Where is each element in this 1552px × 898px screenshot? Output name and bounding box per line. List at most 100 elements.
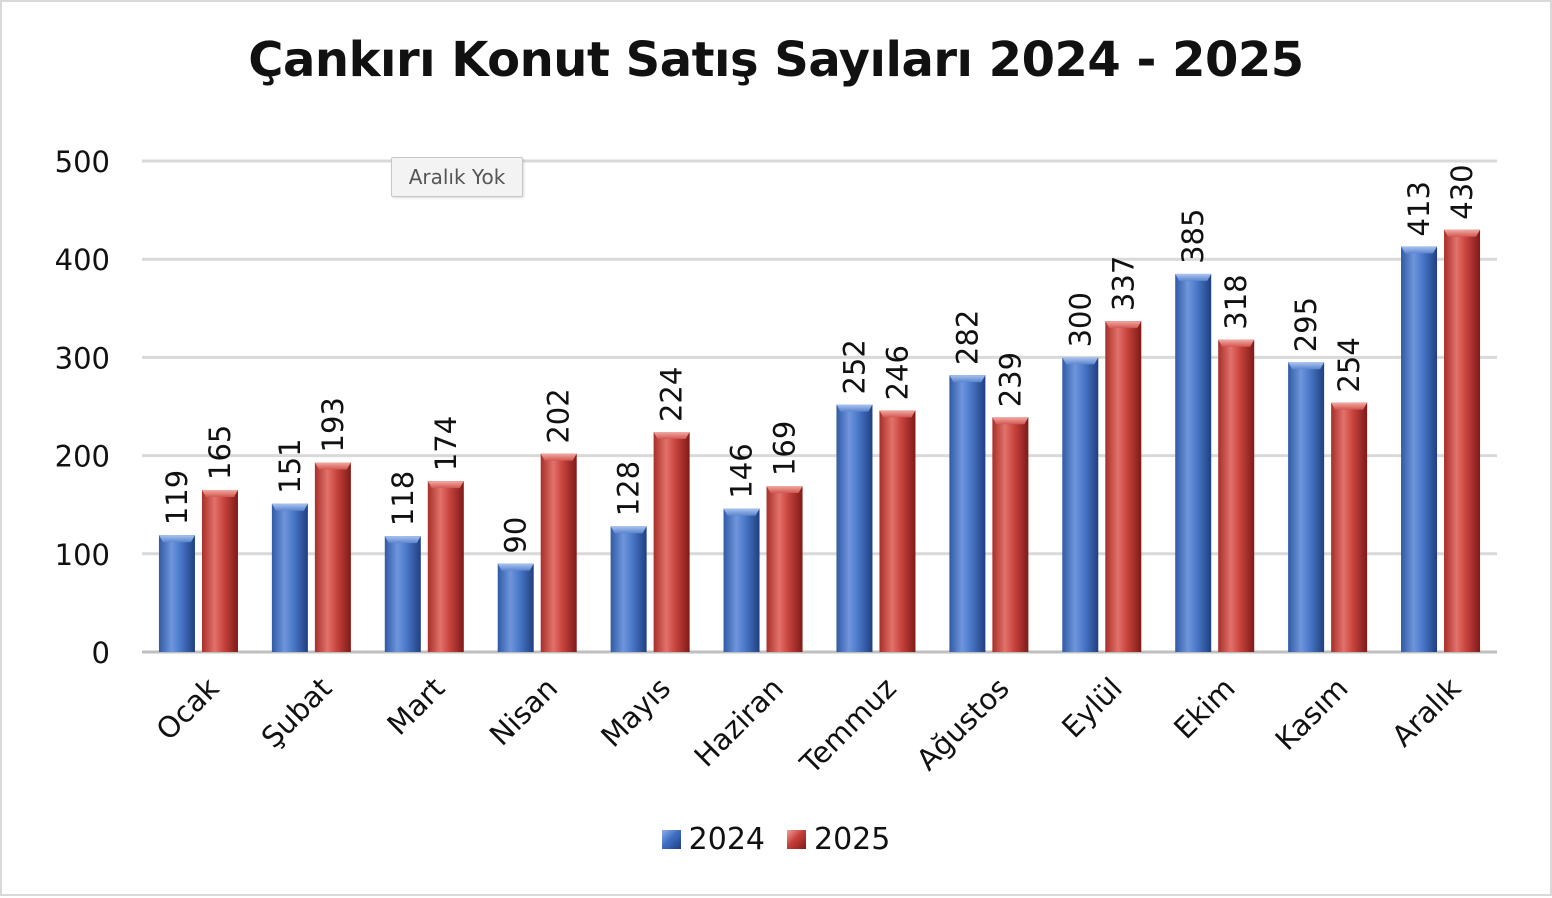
bar-bevel xyxy=(1105,321,1142,329)
chart-title: Çankırı Konut Satış Sayıları 2024 - 2025 xyxy=(248,32,1304,88)
bar-bevel xyxy=(1331,402,1368,410)
x-tick-label: Mayıs xyxy=(594,671,677,754)
bar-bevel xyxy=(723,508,760,516)
bar-2025-5[interactable] xyxy=(766,486,803,652)
bar-2025-9[interactable] xyxy=(1218,339,1255,652)
legend-label-2025: 2025 xyxy=(814,822,891,857)
bar-2024-7[interactable] xyxy=(949,375,986,652)
data-label: 385 xyxy=(1176,209,1210,264)
bar-2025-7[interactable] xyxy=(992,417,1029,652)
bar-body xyxy=(949,375,986,652)
bar-2024-11[interactable] xyxy=(1401,246,1438,652)
bar-2024-3[interactable] xyxy=(497,563,534,652)
bar-bevel xyxy=(766,486,803,494)
legend-swatch-2024 xyxy=(661,830,681,849)
bar-body xyxy=(1062,357,1099,652)
data-label: 146 xyxy=(725,443,759,498)
bar-body xyxy=(836,404,873,652)
bar-bevel xyxy=(1444,229,1481,237)
bar-2024-1[interactable] xyxy=(271,503,308,652)
bar-bevel xyxy=(314,462,351,470)
bar-2025-11[interactable] xyxy=(1444,229,1481,653)
tooltip: Aralık Yok xyxy=(391,157,523,197)
bar-body xyxy=(766,486,803,652)
y-tick-label: 200 xyxy=(55,440,110,474)
bar-2025-1[interactable] xyxy=(314,462,351,652)
legend: 2024 2025 xyxy=(0,822,1552,857)
data-label: 90 xyxy=(499,517,533,554)
x-tick-label: Şubat xyxy=(255,671,339,755)
x-tick-label: Ocak xyxy=(150,671,226,747)
data-label: 254 xyxy=(1332,337,1366,392)
bar-bevel xyxy=(1401,246,1438,254)
bar-2024-6[interactable] xyxy=(836,404,873,652)
legend-label-2024: 2024 xyxy=(688,822,765,857)
data-label: 318 xyxy=(1219,274,1253,329)
bar-body xyxy=(992,417,1029,652)
bar-bevel xyxy=(1062,357,1099,365)
bar-bevel xyxy=(158,535,195,543)
data-label: 169 xyxy=(768,421,802,476)
bar-bevel xyxy=(1288,362,1325,370)
bar-body xyxy=(271,503,308,652)
data-label: 119 xyxy=(160,470,194,525)
bar-2024-0[interactable] xyxy=(158,535,195,652)
bar-body xyxy=(879,410,916,652)
x-tick-label: Haziran xyxy=(688,671,790,773)
data-label: 165 xyxy=(203,425,237,480)
x-tick-label: Aralık xyxy=(1385,671,1467,753)
bar-body xyxy=(1175,273,1212,652)
bar-body xyxy=(1218,339,1255,652)
bar-body xyxy=(158,535,195,652)
data-label: 430 xyxy=(1445,164,1479,219)
bar-body xyxy=(540,453,577,652)
bar-2025-4[interactable] xyxy=(653,432,690,652)
bar-bevel xyxy=(384,536,421,544)
bar-2024-8[interactable] xyxy=(1062,357,1099,652)
legend-item-2025[interactable]: 2025 xyxy=(787,822,890,857)
bar-bevel xyxy=(497,563,534,571)
data-label: 300 xyxy=(1063,292,1097,347)
data-label: 252 xyxy=(837,339,871,394)
bar-body xyxy=(723,508,760,652)
bar-2025-3[interactable] xyxy=(540,453,577,652)
data-label: 239 xyxy=(993,352,1027,407)
data-label: 202 xyxy=(542,388,576,443)
bar-2025-10[interactable] xyxy=(1331,402,1368,652)
bar-2024-4[interactable] xyxy=(610,526,647,652)
bar-bevel xyxy=(992,417,1029,425)
bar-body xyxy=(497,563,534,652)
x-tick-label: Ağustos xyxy=(910,671,1016,777)
data-label: 413 xyxy=(1402,181,1436,236)
legend-item-2024[interactable]: 2024 xyxy=(661,822,765,857)
data-label: 128 xyxy=(612,461,646,516)
x-tick-label: Ekim xyxy=(1167,671,1242,746)
bar-2024-2[interactable] xyxy=(384,536,421,652)
bar-bevel xyxy=(201,489,238,497)
bar-2024-9[interactable] xyxy=(1175,273,1212,652)
bar-bevel xyxy=(610,526,647,534)
bar-bevel xyxy=(836,404,873,412)
bar-2025-0[interactable] xyxy=(201,489,238,652)
bar-body xyxy=(653,432,690,652)
bar-2025-6[interactable] xyxy=(879,410,916,652)
x-tick-label: Temmuz xyxy=(793,671,903,781)
bar-2024-5[interactable] xyxy=(723,508,760,652)
data-label: 282 xyxy=(950,310,984,365)
data-label: 151 xyxy=(273,438,307,493)
bar-body xyxy=(1401,246,1438,652)
x-tick-label: Kasım xyxy=(1269,671,1355,757)
bar-2025-2[interactable] xyxy=(427,481,464,652)
bar-bevel xyxy=(271,503,308,511)
data-label: 337 xyxy=(1106,256,1140,311)
bar-body xyxy=(1288,362,1325,652)
data-label: 118 xyxy=(386,471,420,526)
bar-bevel xyxy=(949,375,986,383)
bar-2024-10[interactable] xyxy=(1288,362,1325,652)
bar-body xyxy=(384,536,421,652)
bar-2025-8[interactable] xyxy=(1105,321,1142,652)
bar-bevel xyxy=(1218,339,1255,347)
x-tick-label: Eylül xyxy=(1055,671,1129,745)
bar-body xyxy=(427,481,464,652)
